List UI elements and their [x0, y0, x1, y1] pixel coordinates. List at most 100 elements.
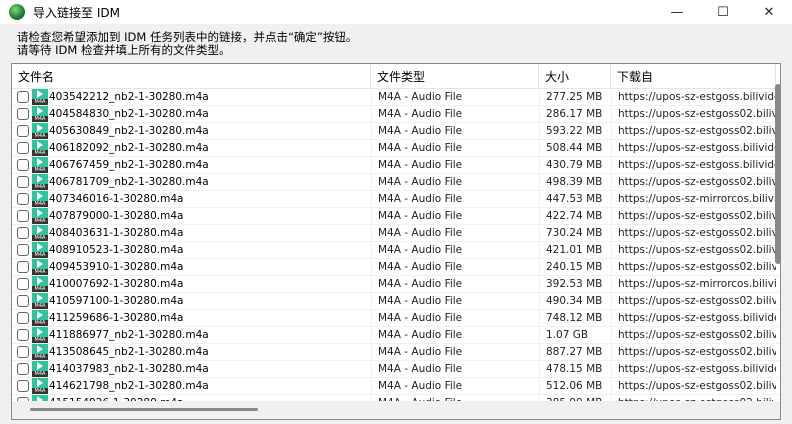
file-size: 730.24 MB [539, 224, 611, 242]
file-type: M4A - Audio File [371, 207, 539, 225]
source-url: https://upos-sz-estgoss02.bilivideo [611, 224, 776, 242]
file-name: 414621798_nb2-1-30280.m4a [49, 380, 209, 392]
table-row[interactable]: M4A 413508645_nb2-1-30280.m4a M4A - Audio… [12, 343, 780, 361]
idm-app-icon [9, 4, 25, 20]
file-size: 421.01 MB [539, 241, 611, 259]
file-size: 498.39 MB [539, 173, 611, 191]
row-checkbox[interactable] [17, 159, 29, 171]
column-header-source[interactable]: 下载自 [611, 64, 776, 88]
m4a-file-icon: M4A [32, 208, 48, 224]
row-checkbox[interactable] [17, 227, 29, 239]
row-checkbox[interactable] [17, 363, 29, 375]
file-type: M4A - Audio File [371, 258, 539, 276]
table-row[interactable]: M4A 407346016-1-30280.m4a M4A - Audio Fil… [12, 190, 780, 208]
file-size: 240.15 MB [539, 258, 611, 276]
minimize-button[interactable]: — [670, 4, 684, 20]
file-type: M4A - Audio File [371, 88, 539, 106]
table-row[interactable]: M4A 403542212_nb2-1-30280.m4a M4A - Audio… [12, 88, 780, 106]
horizontal-scrollbar[interactable] [12, 401, 780, 419]
row-checkbox[interactable] [17, 176, 29, 188]
m4a-file-icon: M4A [32, 123, 48, 139]
close-button[interactable]: ✕ [763, 4, 775, 20]
row-checkbox[interactable] [17, 193, 29, 205]
file-name: 413508645_nb2-1-30280.m4a [49, 346, 209, 358]
source-url: https://upos-sz-estgoss02.bilivideo [611, 343, 776, 361]
row-checkbox[interactable] [17, 108, 29, 120]
vertical-scrollbar-thumb[interactable] [775, 84, 780, 264]
row-checkbox[interactable] [17, 244, 29, 256]
row-checkbox[interactable] [17, 91, 29, 103]
table-row[interactable]: M4A 411886977_nb2-1-30280.m4a M4A - Audio… [12, 326, 780, 344]
file-type: M4A - Audio File [371, 173, 539, 191]
file-size: 478.15 MB [539, 360, 611, 378]
file-type: M4A - Audio File [371, 105, 539, 123]
table-row[interactable]: M4A 405630849_nb2-1-30280.m4a M4A - Audio… [12, 122, 780, 140]
column-header-filename[interactable]: 文件名 [12, 64, 371, 88]
row-checkbox[interactable] [17, 261, 29, 273]
table-row[interactable]: M4A 408403631-1-30280.m4a M4A - Audio Fil… [12, 224, 780, 242]
m4a-file-icon: M4A [32, 361, 48, 377]
file-size: 277.25 MB [539, 88, 611, 106]
m4a-file-icon: M4A [32, 174, 48, 190]
file-type: M4A - Audio File [371, 292, 539, 310]
window-title: 导入链接至 IDM [33, 5, 120, 20]
table-row[interactable]: M4A 406781709_nb2-1-30280.m4a M4A - Audio… [12, 173, 780, 191]
row-checkbox[interactable] [17, 346, 29, 358]
source-url: https://upos-sz-mirrorcos.bilivideo [611, 190, 776, 208]
table-row[interactable]: M4A 414037983_nb2-1-30280.m4a M4A - Audio… [12, 360, 780, 378]
column-header-size[interactable]: 大小 [539, 64, 611, 88]
m4a-file-icon: M4A [32, 276, 48, 292]
row-checkbox[interactable] [17, 125, 29, 137]
row-checkbox[interactable] [17, 329, 29, 341]
source-url: https://upos-sz-estgoss.bilivideo [611, 360, 776, 378]
m4a-file-icon: M4A [32, 310, 48, 326]
table-row[interactable]: M4A 406767459_nb2-1-30280.m4a M4A - Audio… [12, 156, 780, 174]
file-size: 286.17 MB [539, 105, 611, 123]
column-header-filetype[interactable]: 文件类型 [371, 64, 539, 88]
file-size: 490.34 MB [539, 292, 611, 310]
maximize-button[interactable]: ☐ [717, 4, 729, 20]
file-type: M4A - Audio File [371, 122, 539, 140]
file-list[interactable]: 文件名 文件类型 大小 下载自 M4A 403542212_nb2-1-30280… [11, 63, 781, 420]
source-url: https://upos-sz-estgoss.bilivideo [611, 88, 776, 106]
file-size: 512.06 MB [539, 377, 611, 395]
table-row[interactable]: M4A 410007692-1-30280.m4a M4A - Audio Fil… [12, 275, 780, 293]
file-size: 430.79 MB [539, 156, 611, 174]
row-checkbox[interactable] [17, 295, 29, 307]
row-checkbox[interactable] [17, 312, 29, 324]
source-url: https://upos-sz-estgoss02.bilivideo [611, 326, 776, 344]
file-type: M4A - Audio File [371, 377, 539, 395]
table-row[interactable]: M4A 414621798_nb2-1-30280.m4a M4A - Audio… [12, 377, 780, 395]
source-url: https://upos-sz-estgoss02.bilivideo [611, 377, 776, 395]
file-type: M4A - Audio File [371, 241, 539, 259]
row-checkbox[interactable] [17, 380, 29, 392]
m4a-file-icon: M4A [32, 157, 48, 173]
file-name: 403542212_nb2-1-30280.m4a [49, 91, 209, 103]
row-checkbox[interactable] [17, 278, 29, 290]
table-row[interactable]: M4A 411259686-1-30280.m4a M4A - Audio Fil… [12, 309, 780, 327]
table-row[interactable]: M4A 404584830_nb2-1-30280.m4a M4A - Audio… [12, 105, 780, 123]
file-name: 414037983_nb2-1-30280.m4a [49, 363, 209, 375]
file-name: 411259686-1-30280.m4a [49, 312, 184, 324]
m4a-file-icon: M4A [32, 242, 48, 258]
instruction-line: 请等待 IDM 检查并填上所有的文件类型。 [17, 43, 231, 57]
instruction-line: 请检查您希望添加到 IDM 任务列表中的链接，并点击“确定”按钮。 [17, 30, 358, 44]
m4a-file-icon: M4A [32, 344, 48, 360]
file-size: 392.53 MB [539, 275, 611, 293]
row-checkbox[interactable] [17, 210, 29, 222]
file-name: 410597100-1-30280.m4a [49, 295, 184, 307]
list-header: 文件名 文件类型 大小 下载自 [12, 64, 780, 89]
table-row[interactable]: M4A 410597100-1-30280.m4a M4A - Audio Fil… [12, 292, 780, 310]
source-url: https://upos-sz-estgoss02.bilivideo [611, 122, 776, 140]
horizontal-scrollbar-thumb[interactable] [30, 408, 258, 411]
source-url: https://upos-sz-estgoss02.bilivideo [611, 207, 776, 225]
table-row[interactable]: M4A 406182092_nb2-1-30280.m4a M4A - Audio… [12, 139, 780, 157]
file-size: 422.74 MB [539, 207, 611, 225]
table-row[interactable]: M4A 407879000-1-30280.m4a M4A - Audio Fil… [12, 207, 780, 225]
table-row[interactable]: M4A 408910523-1-30280.m4a M4A - Audio Fil… [12, 241, 780, 259]
file-type: M4A - Audio File [371, 360, 539, 378]
table-row[interactable]: M4A 409453910-1-30280.m4a M4A - Audio Fil… [12, 258, 780, 276]
row-checkbox[interactable] [17, 142, 29, 154]
source-url: https://upos-sz-estgoss02.bilivideo [611, 258, 776, 276]
m4a-file-icon: M4A [32, 225, 48, 241]
